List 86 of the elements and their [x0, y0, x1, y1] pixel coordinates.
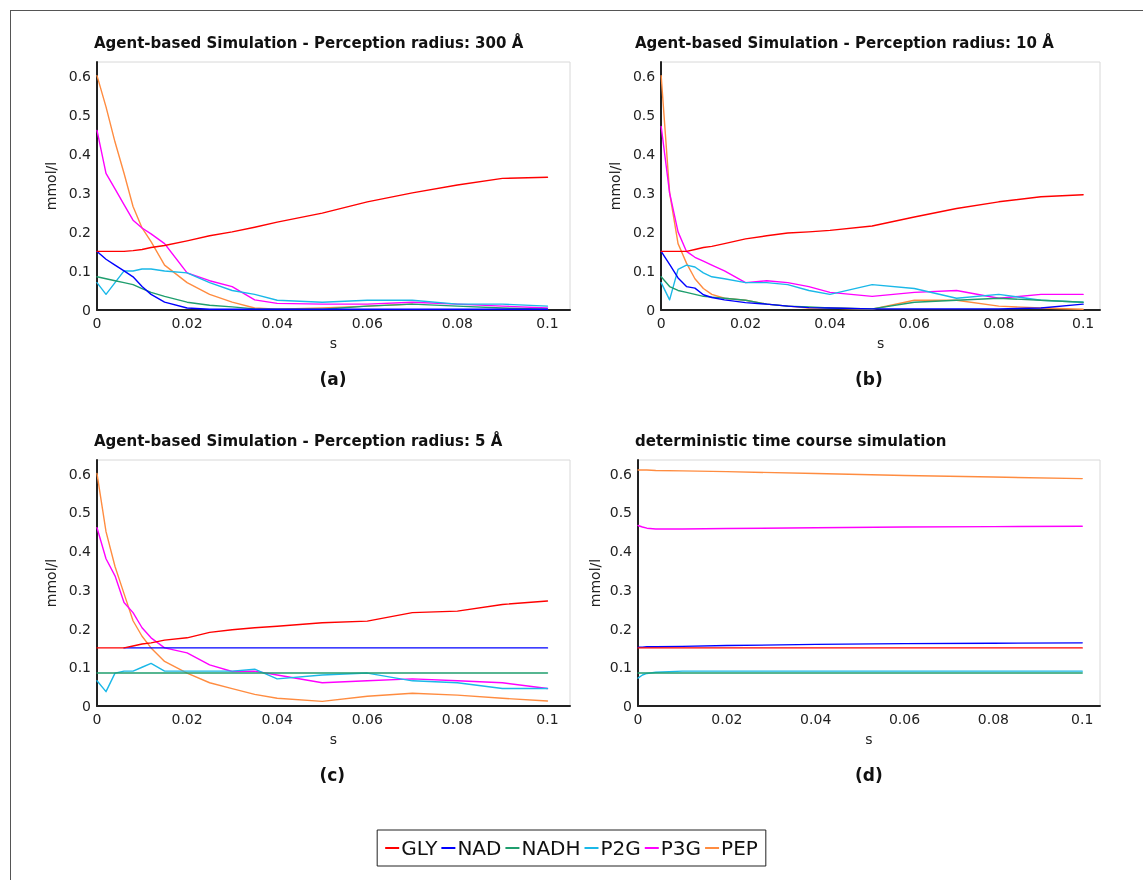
- text: (c): [319, 764, 346, 785]
- x-axis-title: s: [329, 335, 338, 351]
- chart-title: Agent-based Simulation - Perception radius: 10 Å: [635, 32, 1055, 52]
- line-series: [660, 125, 1084, 299]
- y-tick-label: 0.4: [68, 145, 92, 162]
- chart-title: deterministic time course simulation: [635, 431, 947, 450]
- y-tick-label: 0.1: [609, 659, 632, 676]
- y-axis-title: mmol/l: [587, 558, 603, 608]
- x-tick-label: 0: [92, 711, 102, 727]
- x-tick-label: 0.02: [711, 711, 743, 727]
- x-tick-label: 0.04: [800, 711, 832, 727]
- x-tick-label: 0.1: [1071, 711, 1094, 727]
- line-series: [637, 670, 1083, 679]
- chart-title: Agent-based Simulation - Perception radius: 5 Å: [94, 430, 503, 450]
- legend-label: P3G: [660, 836, 702, 860]
- line-series: [637, 469, 1083, 480]
- y-tick-label: 0.4: [609, 543, 633, 560]
- y-tick-label: 0.2: [632, 223, 656, 240]
- y-tick-label: 0.3: [632, 184, 656, 201]
- x-tick-label: 0.1: [536, 711, 559, 727]
- legend-label: PEP: [721, 836, 758, 860]
- y-axis-title: mmol/l: [42, 558, 59, 608]
- line-series: [96, 176, 549, 253]
- text: (d): [855, 764, 883, 785]
- x-tick-label: 0.08: [441, 711, 473, 727]
- y-tick-label: 0.5: [68, 106, 91, 123]
- y-tick-label: 0.3: [68, 184, 91, 201]
- line-series: [96, 276, 549, 310]
- x-axis-title: s: [329, 731, 338, 747]
- x-tick-label: 0.02: [171, 711, 203, 727]
- y-tick-label: 0.2: [609, 620, 632, 637]
- x-tick-label: 0.04: [814, 315, 846, 331]
- y-tick-label: 0.6: [609, 465, 633, 482]
- x-tick-label: 0.02: [171, 315, 203, 331]
- x-tick-label: 0.1: [1071, 315, 1095, 331]
- x-tick-label: 0.06: [351, 711, 383, 727]
- y-tick-label: 0.5: [609, 504, 632, 521]
- text: (a): [319, 368, 347, 389]
- y-tick-label: 0: [82, 698, 91, 714]
- x-tick-label: 0.08: [977, 711, 1009, 727]
- x-tick-label: 0: [92, 315, 102, 331]
- y-tick-label: 0.1: [632, 262, 656, 279]
- y-tick-label: 0.5: [68, 504, 91, 521]
- x-tick-label: 0.04: [261, 315, 293, 331]
- line-series: [96, 472, 549, 703]
- legend-label: NAD: [457, 836, 502, 860]
- x-tick-label: 0.08: [441, 315, 473, 331]
- y-tick-label: 0.3: [609, 581, 632, 598]
- y-tick-label: 0: [623, 698, 632, 714]
- x-axis-title: s: [876, 335, 885, 351]
- line-series: [96, 600, 549, 649]
- text: (b): [855, 368, 883, 389]
- y-tick-label: 0: [82, 302, 91, 318]
- chart-title: Agent-based Simulation - Perception radius: 300 Å: [94, 32, 524, 52]
- line-series: [660, 250, 1084, 310]
- y-tick-label: 0.5: [632, 106, 656, 123]
- y-tick-label: 0.2: [68, 223, 91, 240]
- x-tick-label: 0.06: [888, 711, 921, 727]
- y-tick-label: 0.2: [68, 620, 91, 637]
- y-tick-label: 0.1: [68, 262, 91, 279]
- line-series: [96, 662, 549, 693]
- x-tick-label: 0.06: [898, 315, 931, 331]
- line-series: [96, 250, 549, 310]
- y-tick-label: 0.6: [68, 465, 92, 482]
- y-tick-label: 0: [646, 302, 656, 318]
- line-series: [96, 129, 549, 309]
- y-tick-label: 0.4: [632, 145, 656, 162]
- y-tick-label: 0.6: [632, 67, 656, 84]
- x-tick-label: 0.02: [729, 315, 762, 331]
- y-tick-label: 0.1: [68, 659, 91, 676]
- y-tick-label: 0.3: [68, 581, 91, 598]
- x-tick-label: 0.04: [261, 711, 293, 727]
- x-tick-label: 0.08: [983, 315, 1015, 331]
- legend-label: GLY: [401, 836, 439, 860]
- legend-label: NADH: [521, 836, 581, 860]
- x-tick-label: 0.1: [536, 315, 559, 331]
- line-series: [96, 268, 549, 307]
- y-axis-title: mmol/l: [607, 161, 623, 211]
- x-tick-label: 0: [656, 315, 666, 331]
- y-tick-label: 0.6: [68, 67, 92, 84]
- line-series: [660, 194, 1084, 253]
- legend-label: P2G: [600, 836, 641, 860]
- x-tick-label: 0.06: [351, 315, 383, 331]
- y-axis-title: mmol/l: [42, 161, 59, 211]
- y-tick-label: 0.4: [68, 543, 92, 560]
- x-axis-title: s: [865, 731, 873, 747]
